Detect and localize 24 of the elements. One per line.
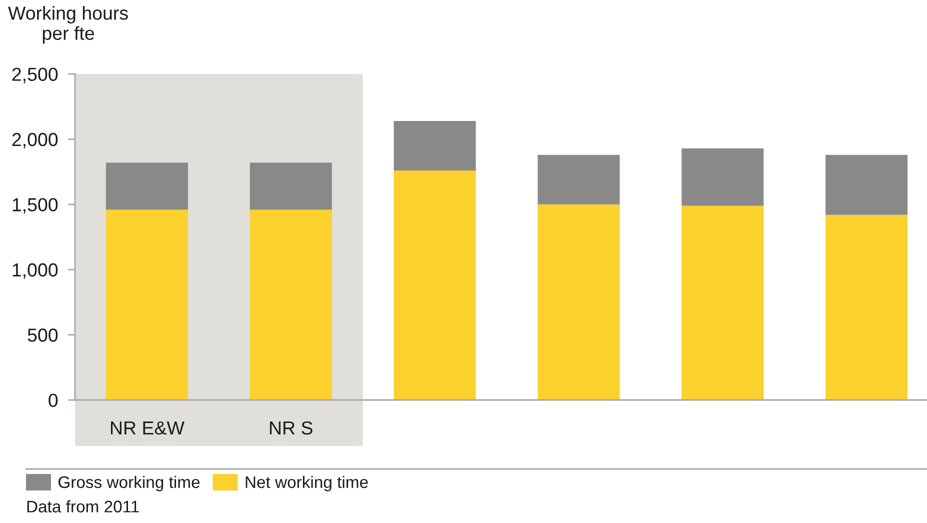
bar [682,148,764,206]
y-tick-label: 0 [48,394,58,407]
y-tick-label: 2,000 [12,132,58,148]
bar [250,210,332,400]
text: Data from 2011 [27,500,139,512]
bar [250,162,332,210]
bar [826,214,908,400]
x-tick-label: NR S [270,421,312,435]
bar [538,204,620,400]
bar [106,162,188,210]
y-tick-label: 500 [28,328,58,342]
bar [538,154,620,204]
bar [826,154,908,215]
y-tick-label: 2,500 [12,68,58,84]
bar [106,210,188,400]
legend-label: Gross working time [58,476,200,492]
legend-label: Net working time [246,476,368,492]
y-tick-label: 1,500 [12,198,58,214]
bar [394,170,476,400]
y-axis-title: Working hours per fte [8,6,128,44]
x-tick-label: NR E&W [110,421,184,435]
bar [682,206,764,400]
y-tick-label: 1,000 [12,263,58,279]
bar [394,120,476,170]
